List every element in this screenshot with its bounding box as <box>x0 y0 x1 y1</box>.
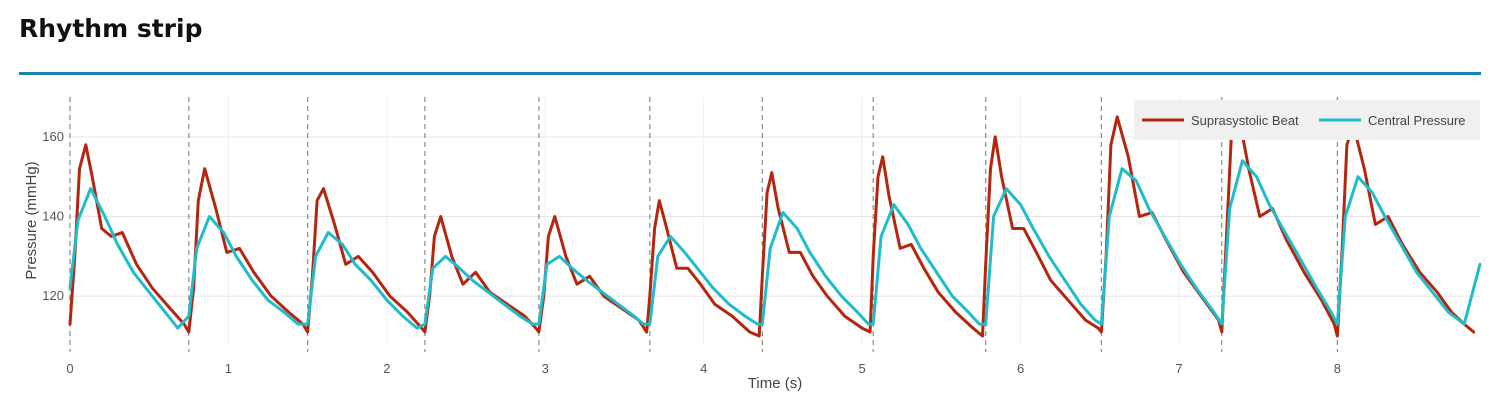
x-tick-label: 7 <box>1175 361 1182 376</box>
series-line-central <box>68 159 1482 330</box>
x-axis-title: Time (s) <box>748 375 802 392</box>
legend-background <box>1134 100 1480 140</box>
x-tick-label: 4 <box>700 361 707 376</box>
legend-label-central: Central Pressure <box>1368 113 1466 128</box>
page-title: Rhythm strip <box>19 14 203 43</box>
title-divider <box>19 72 1481 75</box>
y-axis-title: Pressure (mmHg) <box>23 161 40 279</box>
x-tick-label: 6 <box>1017 361 1024 376</box>
y-tick-label: 160 <box>42 129 64 144</box>
y-tick-label: 140 <box>42 209 64 224</box>
x-tick-label: 2 <box>383 361 390 376</box>
beat-marker-layer <box>69 97 1339 352</box>
series-line-suprasystolic <box>68 107 1476 338</box>
tick-layer: 120 140 160 0 1 2 3 4 5 6 7 8 <box>42 129 1341 376</box>
legend[interactable]: Suprasystolic Beat Central Pressure <box>1134 100 1480 140</box>
x-tick-label: 0 <box>66 361 73 376</box>
series-layer <box>68 107 1482 338</box>
x-tick-label: 5 <box>859 361 866 376</box>
x-tick-label: 8 <box>1334 361 1341 376</box>
y-tick-label: 120 <box>42 288 64 303</box>
x-tick-label: 3 <box>542 361 549 376</box>
x-tick-label: 1 <box>225 361 232 376</box>
legend-label-suprasystolic: Suprasystolic Beat <box>1191 113 1299 128</box>
